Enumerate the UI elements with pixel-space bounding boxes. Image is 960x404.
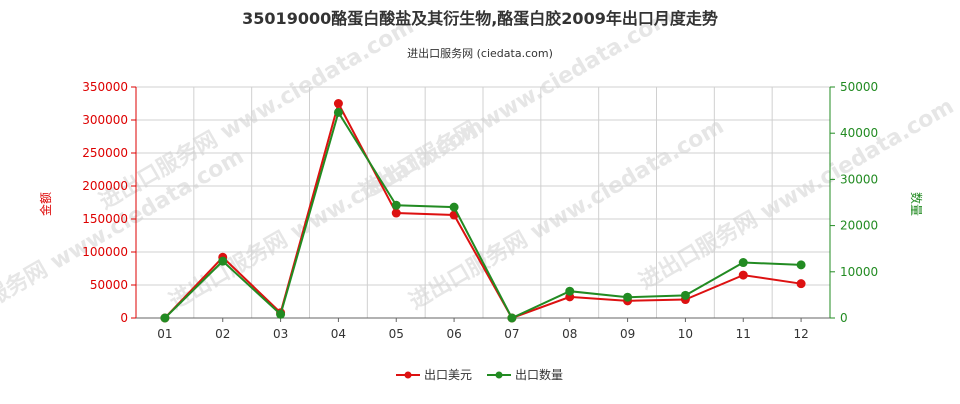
data-point[interactable]	[680, 290, 690, 300]
y-left-tick-label: 50000	[90, 278, 128, 292]
data-point[interactable]	[160, 313, 170, 323]
chart-subtitle: 进出口服务网 (ciedata.com)	[407, 46, 553, 60]
x-tick-label: 12	[793, 327, 808, 341]
data-point[interactable]	[276, 309, 286, 319]
data-point[interactable]	[333, 107, 343, 117]
x-tick-label: 09	[620, 327, 635, 341]
x-tick-label: 05	[389, 327, 404, 341]
y-left-tick-label: 350000	[82, 80, 128, 94]
y-axis-left-label: 金额	[38, 192, 53, 216]
data-point[interactable]	[565, 286, 575, 296]
y-left-tick-label: 100000	[82, 245, 128, 259]
legend-marker	[404, 371, 412, 379]
legend-label: 出口数量	[515, 367, 563, 382]
legend-label: 出口美元	[424, 368, 472, 382]
y-right-tick-label: 0	[840, 311, 848, 325]
data-point[interactable]	[738, 258, 748, 268]
data-point[interactable]	[796, 260, 806, 270]
data-point[interactable]	[333, 99, 343, 108]
data-point[interactable]	[623, 292, 633, 302]
y-right-tick-label: 10000	[840, 265, 878, 279]
x-tick-label: 08	[562, 327, 577, 341]
y-axis-right-label: 数量	[909, 192, 924, 216]
x-tick-label: 10	[678, 327, 693, 341]
data-point[interactable]	[218, 256, 228, 266]
y-right-tick-label: 30000	[840, 172, 878, 186]
x-tick-label: 11	[736, 327, 751, 341]
x-tick-label: 04	[331, 327, 346, 341]
data-point[interactable]	[391, 200, 401, 210]
y-left-tick-label: 300000	[82, 113, 128, 127]
legend-item[interactable]: 出口美元	[396, 368, 472, 382]
y-right-tick-label: 50000	[840, 80, 878, 94]
x-tick-label: 07	[504, 327, 519, 341]
data-point[interactable]	[507, 313, 517, 323]
data-point[interactable]	[796, 279, 806, 289]
y-left-tick-label: 200000	[82, 179, 128, 193]
y-left-tick-label: 150000	[82, 212, 128, 226]
chart-title: 35019000酪蛋白酸盐及其衍生物,酪蛋白胶2009年出口月度走势	[242, 9, 718, 28]
x-tick-label: 02	[215, 327, 230, 341]
y-left-tick-label: 0	[120, 311, 128, 325]
legend-marker	[495, 371, 503, 379]
x-tick-label: 03	[273, 327, 288, 341]
data-point[interactable]	[738, 270, 748, 280]
x-tick-label: 01	[157, 327, 172, 341]
y-left-tick-label: 250000	[82, 146, 128, 160]
series-export-quantity	[160, 107, 806, 323]
axes: 0500001000001500002000002500003000003500…	[82, 80, 878, 341]
series-line	[164, 100, 802, 320]
data-point[interactable]	[449, 202, 459, 212]
legend[interactable]: 出口美元 出口数量	[396, 367, 563, 382]
legend-item[interactable]: 出口数量	[487, 367, 563, 382]
y-right-tick-label: 20000	[840, 219, 878, 233]
x-tick-label: 06	[446, 327, 461, 341]
series	[160, 99, 806, 323]
data-point[interactable]	[391, 208, 401, 218]
series-line	[164, 109, 802, 320]
y-right-tick-label: 40000	[840, 126, 878, 140]
